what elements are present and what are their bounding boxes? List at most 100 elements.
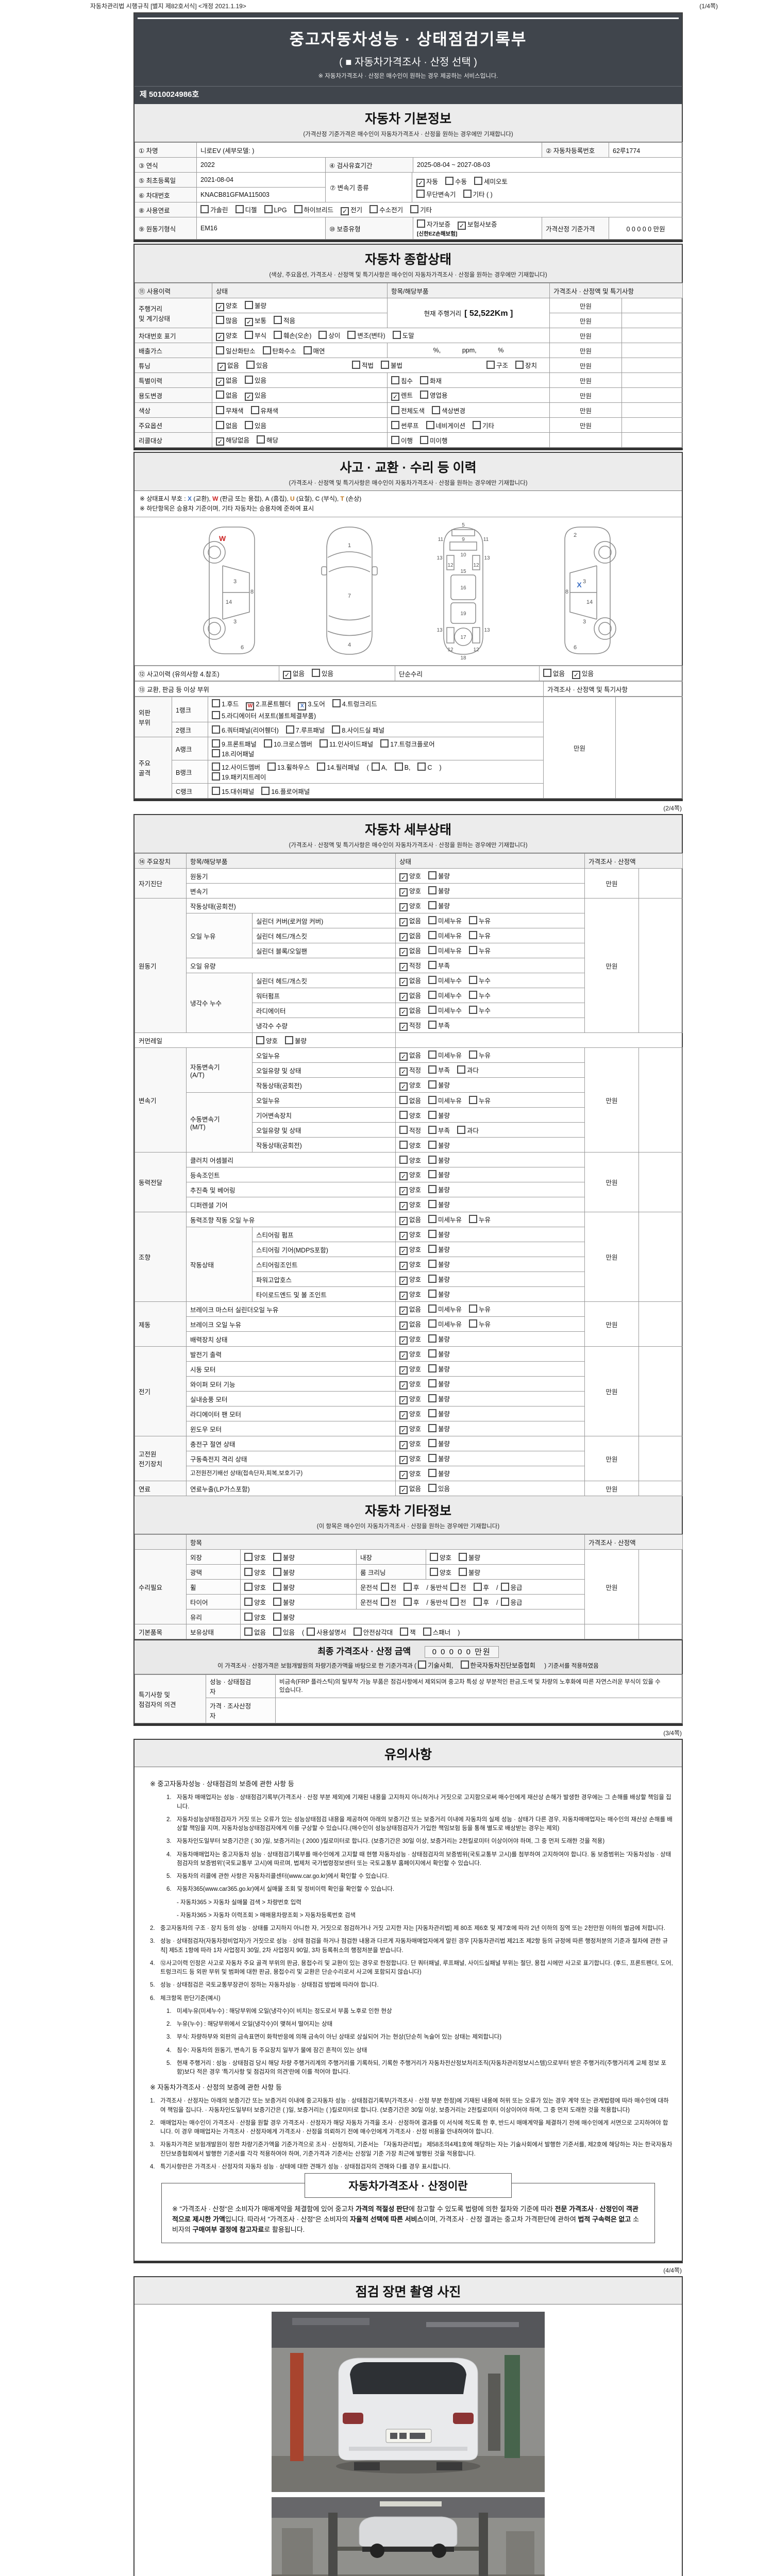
checkbox xyxy=(428,1095,437,1104)
car-diagram-svg: W 8 3 14 3 6 1 7 xyxy=(203,522,616,661)
table-row: 기어변속장치 양호 불량 xyxy=(135,1107,683,1123)
checkbox xyxy=(428,1184,437,1193)
option: ✓ 해당없음 xyxy=(216,435,249,446)
checkbox: ✓ xyxy=(399,1187,408,1195)
misc-header: 자동차 기타정보 (이 항목은 매수인이 자동차가격조사 · 산정을 원하는 경… xyxy=(135,1496,682,1535)
notice-item-number: 2. xyxy=(150,1925,155,1932)
option: ✓ 보통 xyxy=(245,315,266,326)
checkbox xyxy=(216,420,224,429)
checkbox: ✓ xyxy=(399,1231,408,1240)
rank-table: 외판 부위 1랭크 1.후드 W 2.프론트휀더 X 3.도어 4.트렁크리드 5.라디에이터 서… xyxy=(135,697,683,799)
checkbox xyxy=(216,346,224,354)
option-label: LPG xyxy=(274,206,287,214)
notice-item-number: 4. xyxy=(150,1960,155,1967)
cell: ✓ 양호 불량 xyxy=(395,1466,585,1482)
option: 미세누유 xyxy=(428,945,462,955)
checkbox xyxy=(543,668,551,677)
checkbox xyxy=(428,930,437,939)
table-row: ⑬ 교환, 판금 등 이상 부위 가격조사 · 산정액 및 특기사항 xyxy=(135,681,683,697)
checkbox xyxy=(274,315,282,324)
option: 양호 xyxy=(399,1140,421,1150)
option: 안전삼각대 xyxy=(353,1627,393,1637)
checkbox xyxy=(428,1259,437,1268)
option: 훼손(오손) xyxy=(274,330,311,340)
legend-code: U xyxy=(290,495,295,502)
cell: 원동기 xyxy=(135,898,187,1033)
notice-item-text: 부식: 차량하부와 외판의 금속표면이 화학반응에 의해 금속이 아닌 상태로 … xyxy=(177,2034,502,2041)
option-label: 양호 xyxy=(409,1081,422,1089)
notice-item: 5. 성능 · 상태점검은 국토교통부장관이 정하는 자동차성능 · 상태점검 방… xyxy=(150,1981,674,1990)
notice-sec1-list: 1. 자동차 매매업자는 성능 · 상태점검기록부(가격조사 · 산정 부분 제외… xyxy=(166,1793,674,1920)
option-label: 과다 xyxy=(467,1066,479,1074)
price-info-segment: 로 활용됩니다. xyxy=(264,2226,305,2234)
option-label: 침수 xyxy=(401,377,413,385)
option: 양호 xyxy=(244,1612,266,1622)
cell: 타이로드엔드 및 볼 조인트 xyxy=(251,1286,396,1302)
option-label: 양호 xyxy=(409,1470,422,1478)
option-label: 가솔린 xyxy=(210,206,228,214)
option: ✓ 양호 xyxy=(399,1274,421,1285)
checkbox xyxy=(428,1170,437,1178)
diagram-number: 4 xyxy=(348,642,351,648)
option-label: 불량 xyxy=(438,1425,450,1433)
warranty-label: ⑩ 보증유형 xyxy=(325,217,413,240)
option-label: 누유 xyxy=(479,1052,491,1059)
option: ✓ 없음 xyxy=(399,1050,421,1061)
option-label: 없음 xyxy=(409,947,422,955)
option-label: 많음 xyxy=(226,317,238,325)
option-label: 적정 xyxy=(409,1022,422,1029)
diagram-number: 6 xyxy=(574,645,577,651)
misc-subtitle: (이 항목은 매수인이 자동차가격조사 · 산정을 원하는 경우에만 기재합니다… xyxy=(316,1523,500,1530)
cell: 가격조사 · 산정액 xyxy=(584,1534,683,1550)
option: 적정 xyxy=(399,1125,421,1135)
cell xyxy=(135,1534,187,1550)
accident-subtitle: (가격조사 · 산정액 및 특기사항은 매수인이 자동차가격조사 · 산정을 원… xyxy=(289,480,528,486)
checkbox xyxy=(428,1349,437,1358)
cell: 수동변속기 (M/T) xyxy=(186,1092,253,1153)
option-label: 17.트렁크플로어 xyxy=(390,741,435,749)
final-price-note: 이 가격조사 · 산정가격은 보험개발원의 차량기준가액을 바탕으로 한 기준가… xyxy=(135,1660,682,1670)
checkbox xyxy=(285,1036,294,1044)
cell: 단순수리 xyxy=(395,666,540,682)
cell: ✓ 양호 불량 xyxy=(395,1451,585,1467)
option: ✓ 없음 xyxy=(399,1005,421,1016)
checkbox xyxy=(469,1214,478,1223)
option-label: 양호 xyxy=(409,1425,422,1433)
law-note: 자동차관리법 시행규칙 [별지 제82호서식] <개정 2021.1.19> xyxy=(90,3,246,10)
option-label: 보험사보증 xyxy=(467,221,497,228)
accident-notes: ※ 상태표시 부호 : X (교환), W (판금 또는 용접), A (흠집)… xyxy=(135,491,682,518)
cell: 작동상태(공회전) xyxy=(251,1077,396,1093)
checkbox xyxy=(267,762,276,771)
cell: 없음 ✓ 있음 xyxy=(539,666,683,682)
diagram-number: 3 xyxy=(233,579,237,585)
notice-item: 4. ⑫사고이력 인정은 사고로 자동차 주요 골격 부위의 판금, 용접수리 및… xyxy=(150,1959,674,1977)
diagram-number: 6 xyxy=(241,645,244,651)
cell: 구동축전지 격리 상태 xyxy=(186,1451,396,1467)
notice-item-text: 자동차가격은 보험개발원이 정한 차량기준가액을 기준가격으로 조사 · 산정하… xyxy=(160,2142,673,2157)
checkbox xyxy=(428,1394,437,1402)
option-label: 불량 xyxy=(438,1171,450,1179)
option-label: 6.쿼터패널(리어휀더) xyxy=(222,726,279,734)
option: 불량 xyxy=(428,1289,450,1299)
price-info-segment: ※ "가격조사 · 산정"은 소비자가 매매계약을 체결함에 있어 중고차 xyxy=(172,2205,356,2213)
checkbox xyxy=(244,1597,253,1606)
checkbox xyxy=(428,1020,437,1029)
option-label: 누유 xyxy=(479,1216,491,1224)
checkbox xyxy=(380,1597,389,1606)
cell: 원동기 xyxy=(186,868,396,884)
option-label: 전체도색 xyxy=(401,407,425,415)
table-row: ⑭ 주요장치 항목/해당부품 상태 가격조사 · 산정액 xyxy=(135,853,683,869)
option: ✓ 없음 xyxy=(399,1304,421,1315)
option-label: 매연 xyxy=(313,347,325,355)
cell: 2랭크 xyxy=(172,722,208,738)
option: 유채색 xyxy=(250,405,278,415)
option: 전 xyxy=(450,1582,466,1592)
checkbox: ✓ xyxy=(399,1246,408,1255)
cell: 양호 불량 xyxy=(240,1549,357,1565)
checkbox xyxy=(262,346,271,354)
notice-item: 3. 부식: 차량하부와 외판의 금속표면이 화학반응에 의해 금속이 아닌 상태… xyxy=(166,2033,674,2042)
option-label: 미세누유 xyxy=(438,1306,462,1313)
cell: 15.대쉬패널 16.플로어패널 xyxy=(208,783,544,799)
checkbox: ✓ xyxy=(399,1291,408,1300)
option-label: 후 xyxy=(413,1584,419,1591)
